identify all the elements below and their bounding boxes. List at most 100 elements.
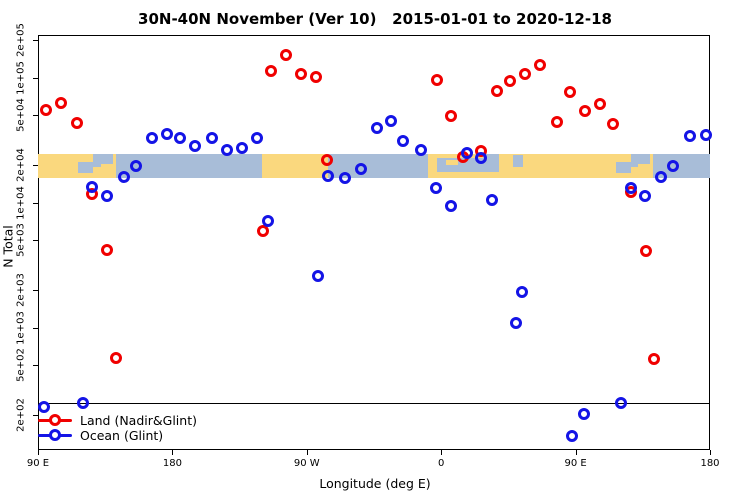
land-data-point — [71, 116, 84, 129]
legend-item-ocean: Ocean (Glint) — [38, 428, 197, 443]
y-tick-mark — [33, 290, 38, 291]
x-tick-mark — [441, 450, 443, 455]
ocean-data-point — [414, 143, 427, 156]
land-data-point — [519, 67, 532, 80]
land-data-point — [431, 74, 444, 87]
ocean-data-point — [77, 396, 90, 409]
ocean-data-point — [174, 132, 187, 145]
map-strip-ocean-overlay — [483, 153, 500, 162]
ocean-data-point — [638, 189, 651, 202]
x-tick-mark — [172, 450, 174, 455]
ocean-data-point — [338, 172, 351, 185]
ocean-data-point — [396, 135, 409, 147]
ocean-data-point — [667, 160, 680, 173]
ocean-series-marker-icon — [38, 428, 72, 443]
land-data-point — [54, 97, 67, 110]
ocean-data-point — [220, 143, 233, 156]
ocean-data-point — [205, 132, 218, 145]
land-data-point — [504, 75, 517, 88]
y-tick-label: 1e+04 — [15, 185, 27, 220]
ocean-data-point — [614, 397, 627, 410]
legend-label-ocean: Ocean (Glint) — [80, 428, 164, 443]
land-data-point — [490, 84, 503, 97]
land-data-point — [101, 244, 114, 257]
legend: Land (Nadir&Glint) Ocean (Glint) — [38, 413, 197, 443]
y-tick-mark — [33, 115, 38, 117]
map-strip-land-segment — [262, 153, 328, 179]
y-tick-mark — [33, 40, 38, 41]
land-data-point — [607, 117, 620, 130]
ocean-data-point — [516, 286, 529, 299]
y-tick-mark — [33, 415, 38, 416]
land-data-point — [593, 98, 606, 111]
land-data-point — [564, 85, 577, 98]
land-data-point — [444, 109, 457, 122]
ocean-data-point — [577, 408, 590, 421]
y-tick-label: 2e+03 — [15, 273, 27, 307]
ocean-data-point — [38, 400, 51, 413]
y-tick-label: 1e+05 — [15, 60, 27, 95]
ocean-data-point — [250, 131, 263, 144]
ocean-data-point — [683, 130, 696, 143]
y-tick-label: 5e+03 — [15, 223, 27, 258]
ocean-data-point — [565, 430, 578, 443]
y-tick-label: 2e+05 — [15, 23, 27, 57]
x-tick-label: 90 W — [293, 458, 320, 469]
ocean-data-point — [355, 162, 368, 175]
land-series-marker-icon — [38, 413, 72, 428]
legend-label-land: Land (Nadir&Glint) — [80, 413, 197, 428]
x-tick-label: 90 E — [564, 458, 587, 469]
map-strip-land-overlay — [100, 164, 116, 170]
land-data-point — [320, 154, 333, 167]
land-data-point — [280, 49, 293, 62]
x-tick-mark — [575, 450, 577, 455]
ocean-data-point — [86, 181, 99, 194]
legend-item-land: Land (Nadir&Glint) — [38, 413, 197, 428]
ocean-data-point — [474, 152, 487, 165]
map-strip-ocean-overlay — [512, 155, 524, 168]
land-data-point — [295, 67, 308, 80]
y-tick-mark — [33, 327, 38, 329]
y-tick-mark — [33, 365, 38, 367]
ocean-data-point — [160, 128, 173, 141]
ocean-data-point — [322, 170, 335, 183]
land-data-point — [534, 58, 547, 71]
land-data-point — [647, 352, 660, 365]
x-tick-label: 180 — [162, 458, 182, 469]
ocean-data-point — [486, 193, 499, 206]
y-tick-mark — [33, 202, 38, 204]
x-tick-label: 0 — [438, 458, 445, 469]
threshold-line — [38, 402, 710, 404]
map-strip-ocean-overlay — [615, 162, 631, 174]
land-data-point — [265, 65, 278, 78]
ocean-data-point — [461, 147, 474, 160]
land-data-point — [39, 103, 52, 116]
y-tick-label: 1e+03 — [15, 310, 27, 345]
map-strip-ocean-overlay — [78, 162, 94, 174]
land-data-point — [579, 104, 592, 117]
x-axis-label: Longitude (deg E) — [319, 476, 431, 491]
ocean-data-point — [235, 142, 248, 154]
y-tick-label: 5e+04 — [15, 98, 27, 133]
ocean-data-point — [129, 160, 142, 173]
x-tick-label: 180 — [700, 458, 720, 469]
ocean-data-point — [625, 181, 638, 194]
ocean-data-point — [510, 317, 523, 330]
ocean-data-point — [429, 182, 442, 195]
x-tick-mark — [710, 450, 711, 455]
land-data-point — [110, 352, 123, 365]
map-strip-land-overlay — [445, 160, 458, 165]
ocean-data-point — [700, 129, 713, 142]
ocean-data-point — [371, 122, 384, 135]
ocean-data-point — [189, 140, 202, 153]
y-tick-label: 2e+02 — [15, 398, 27, 432]
land-data-point — [550, 116, 563, 129]
ocean-data-point — [101, 189, 114, 202]
y-tick-mark — [33, 240, 38, 242]
y-tick-label: 2e+04 — [15, 148, 27, 182]
y-axis-label: N Total — [0, 225, 16, 268]
ocean-data-point — [145, 132, 158, 145]
y-tick-mark — [33, 165, 38, 166]
chart-title: 30N-40N November (Ver 10) 2015-01-01 to … — [138, 10, 612, 28]
ocean-data-point — [117, 171, 130, 184]
